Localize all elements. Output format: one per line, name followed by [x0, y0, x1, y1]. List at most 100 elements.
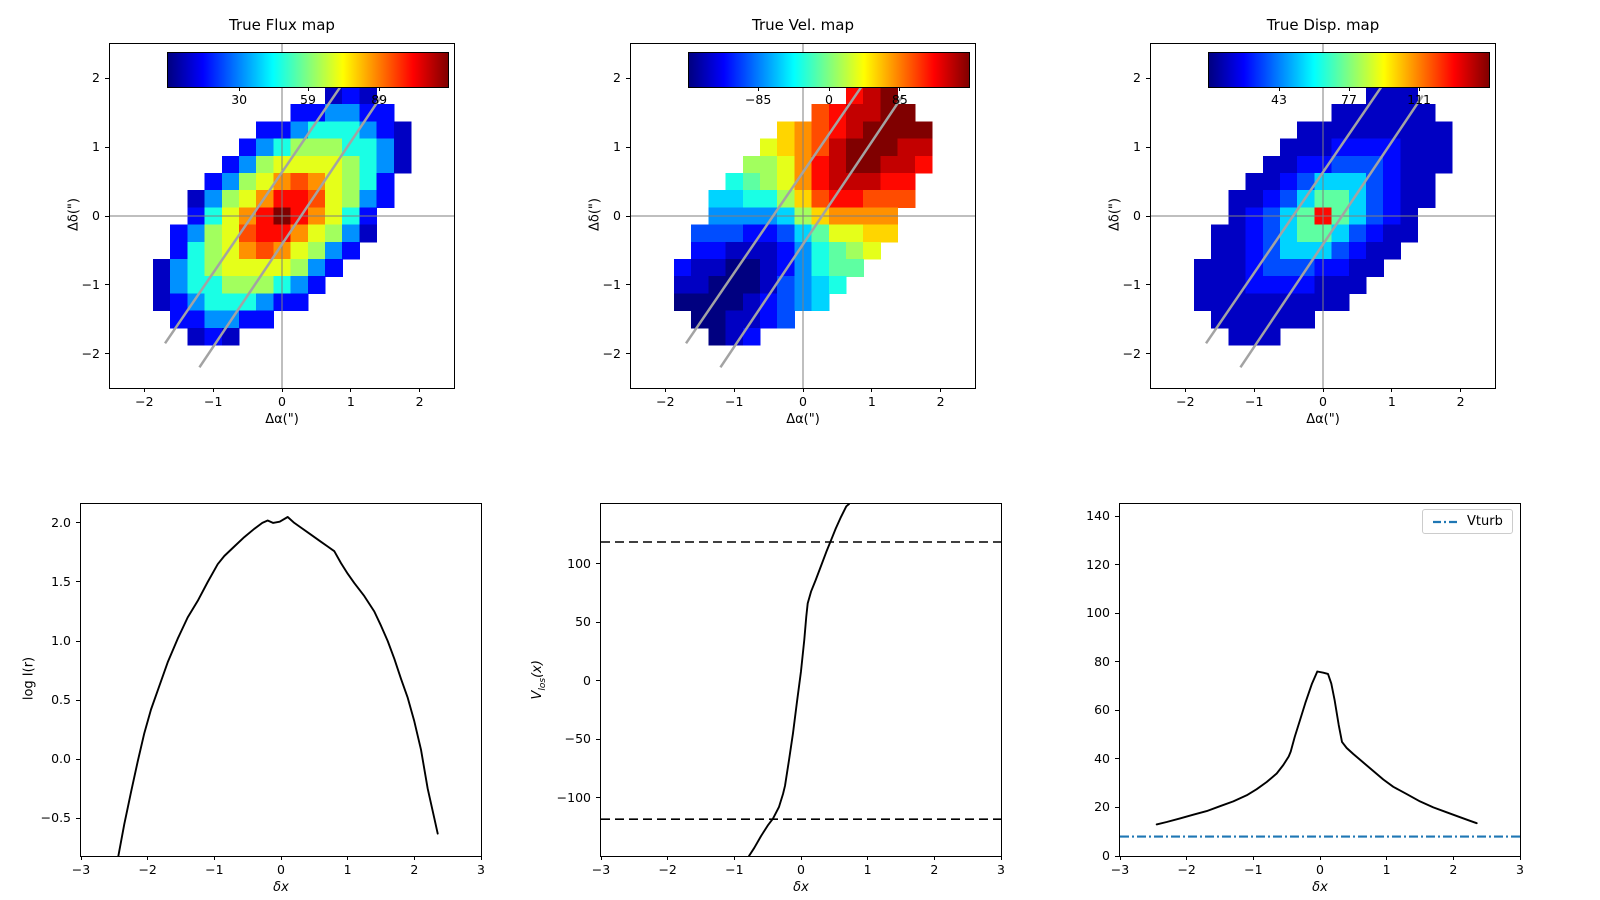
heatmap-cell — [1211, 241, 1229, 260]
heatmap-cell — [811, 224, 830, 243]
heatmap-cell — [1383, 224, 1401, 243]
y-tick-mark — [105, 353, 109, 355]
heatmap-cell — [1348, 155, 1367, 174]
heatmap-cell — [239, 138, 257, 157]
heatmap-cell — [376, 173, 395, 191]
heatmap-cell — [376, 138, 395, 157]
heatmap-cell — [1366, 104, 1384, 122]
x-tick-mark — [419, 388, 421, 392]
heatmap-cell — [725, 173, 744, 191]
colorbar-tick-label: 89 — [371, 92, 388, 107]
heatmap-cell — [880, 173, 899, 191]
heatmap-cell — [846, 121, 864, 140]
x-tick-mark — [1319, 856, 1321, 860]
heatmap-cell — [828, 241, 847, 260]
x-tick-label: 2 — [930, 862, 939, 877]
y-tick-label: 1 — [613, 139, 621, 155]
heatmap-cell — [1331, 259, 1350, 277]
heatmap-cell — [290, 276, 309, 294]
y-tick-mark — [1146, 77, 1150, 79]
heatmap-cell — [325, 224, 343, 243]
x-tick-mark — [1252, 856, 1254, 860]
x-tick-label: 2 — [1449, 862, 1458, 877]
heatmap-cell — [325, 241, 343, 260]
x-tick-mark — [940, 388, 942, 392]
x-tick-mark — [733, 856, 735, 860]
heatmap-cell — [760, 155, 778, 174]
x-tick-mark — [1452, 856, 1454, 860]
x-tick-mark — [212, 388, 214, 392]
heatmap-cell — [914, 121, 933, 140]
heatmap-cell — [325, 121, 343, 140]
y-tick-label: −2 — [1122, 345, 1141, 361]
heatmap-cell — [1297, 276, 1315, 294]
velocity-map-title: True Vel. map — [752, 16, 854, 34]
heatmap-cell — [1211, 224, 1229, 243]
heatmap-cell — [708, 241, 727, 260]
heatmap-cell — [880, 224, 899, 243]
x-tick-label: −2 — [658, 862, 677, 877]
heatmap-cell — [1280, 241, 1298, 260]
heatmap-cell — [846, 138, 864, 157]
heatmap-cell — [777, 241, 795, 260]
heatmap-cell — [1400, 121, 1419, 140]
heatmap-cell — [359, 87, 378, 105]
x-tick-mark — [1386, 856, 1388, 860]
heatmap-cell — [760, 310, 778, 329]
heatmap-cell — [863, 87, 881, 105]
heatmap-cell — [914, 138, 933, 157]
y-tick-label: 2 — [613, 70, 621, 86]
y-tick-label: 20 — [1094, 799, 1110, 815]
x-tick-label: 3 — [477, 862, 485, 877]
x-tick-label: 2 — [936, 394, 945, 409]
heatmap-cell — [1262, 293, 1281, 312]
heatmap-cell — [256, 224, 274, 243]
heatmap-cell — [811, 241, 830, 260]
heatmap-cell — [187, 293, 206, 312]
heatmap-cell — [1280, 190, 1298, 208]
heatmap-cell — [221, 224, 240, 243]
heatmap-cell — [725, 293, 744, 312]
heatmap-cell — [897, 155, 916, 174]
colorbar-tick-label: −85 — [744, 92, 772, 107]
y-tick-label: 2.0 — [51, 514, 71, 530]
heatmap-cell — [307, 104, 326, 122]
heatmap-cell — [376, 104, 395, 122]
x-tick-mark — [347, 856, 349, 860]
heatmap-cell — [760, 138, 778, 157]
x-tick-mark — [1000, 856, 1002, 860]
heatmap-cell — [307, 155, 326, 174]
heatmap-cell — [1297, 224, 1315, 243]
heatmap-cell — [1383, 173, 1401, 191]
y-tick-mark — [626, 284, 630, 286]
y-tick-mark — [76, 758, 80, 760]
heatmap-cell — [187, 259, 206, 277]
y-tick-label: −1 — [602, 276, 621, 292]
colorbar-tick-mark — [1278, 87, 1280, 91]
colorbar — [167, 52, 449, 88]
heatmap-cell — [187, 327, 206, 346]
heatmap-cell — [170, 293, 188, 312]
x-tick-mark — [867, 856, 869, 860]
heatmap-cell — [170, 241, 188, 260]
heatmap-cell — [307, 241, 326, 260]
heatmap-cell — [880, 121, 899, 140]
heatmap-cell — [239, 310, 257, 329]
heatmap-cell — [1331, 121, 1350, 140]
heatmap-cell — [1297, 173, 1315, 191]
heatmap-cell — [811, 259, 830, 277]
heatmap-cell — [777, 155, 795, 174]
heatmap-cell — [708, 293, 727, 312]
heatmap-cell — [239, 293, 257, 312]
y-tick-mark — [1115, 758, 1119, 760]
heatmap-cell — [204, 190, 223, 208]
heatmap-cell — [393, 138, 412, 157]
heatmap-cell — [290, 104, 309, 122]
x-tick-label: 0 — [1319, 394, 1327, 409]
heatmap-cell — [1228, 310, 1247, 329]
y-tick-label: 0.5 — [51, 692, 71, 708]
colorbar — [688, 52, 970, 88]
y-tick-mark — [76, 817, 80, 819]
heatmap-cell — [359, 173, 378, 191]
heatmap-cell — [1434, 121, 1453, 140]
